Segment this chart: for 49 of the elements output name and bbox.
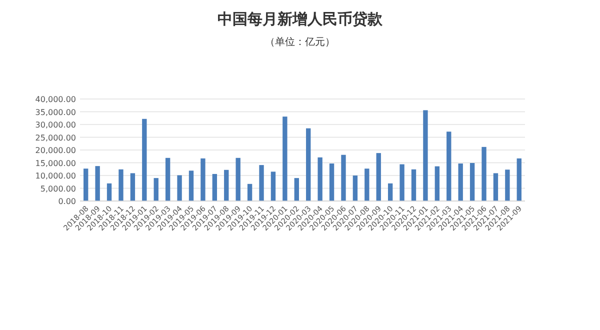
bar [165, 158, 170, 201]
bar [318, 157, 322, 201]
y-tick-label: 40,000.00 [35, 95, 76, 104]
bar [270, 172, 276, 201]
bar [482, 146, 486, 201]
bar [282, 116, 288, 201]
bar [224, 170, 229, 201]
bar [306, 128, 311, 201]
chart-title: 中国每月新增人民币贷款 [218, 10, 384, 28]
bar [493, 173, 498, 201]
bar [95, 166, 100, 201]
y-tick-label: 20,000.00 [35, 146, 76, 155]
y-tick-label: 0.00 [58, 197, 76, 206]
bar [106, 183, 112, 201]
y-tick-label: 35,000.00 [35, 108, 76, 117]
bar [400, 164, 404, 201]
bar [130, 173, 136, 201]
y-tick-label: 30,000.00 [35, 120, 76, 130]
bar [364, 168, 370, 201]
bar [188, 170, 194, 201]
y-tick-label: 25,000.00 [35, 133, 76, 142]
bar [458, 164, 463, 201]
bar [341, 154, 346, 201]
bar [118, 169, 124, 201]
bar [142, 118, 147, 201]
bar [352, 176, 358, 201]
bar [470, 163, 475, 201]
bar [259, 165, 264, 201]
bar [200, 158, 206, 201]
y-tick-label: 10,000.00 [35, 172, 76, 180]
bar [516, 158, 522, 201]
bar [247, 184, 252, 201]
bar [434, 166, 440, 201]
y-tick-label: 15,000.00 [35, 158, 76, 168]
bar [154, 178, 158, 201]
bar [411, 169, 416, 201]
bar [294, 178, 299, 201]
bar [177, 175, 182, 201]
bar [376, 153, 381, 201]
chart-subtitle: （单位：亿元） [265, 36, 335, 48]
bar [84, 168, 88, 201]
bar [423, 110, 428, 201]
y-tick-label: 5,000.00 [40, 184, 76, 194]
bar [446, 132, 452, 201]
bar [329, 164, 334, 201]
bar [236, 158, 240, 201]
bar [505, 170, 510, 201]
bar [388, 183, 393, 201]
bar [212, 174, 218, 201]
